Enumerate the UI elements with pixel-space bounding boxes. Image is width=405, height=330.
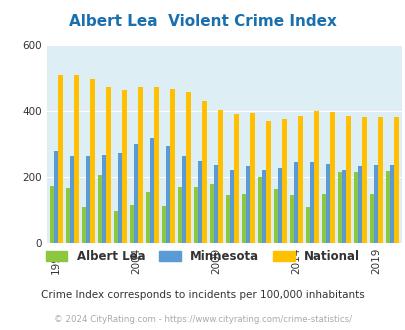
Bar	[225, 195, 230, 243]
Bar	[250, 113, 254, 243]
Bar	[90, 79, 94, 243]
Bar	[257, 177, 262, 243]
Bar	[273, 189, 277, 243]
Bar	[202, 101, 206, 243]
Bar	[341, 170, 345, 243]
Bar	[86, 156, 90, 243]
Bar	[305, 207, 309, 243]
Bar	[245, 166, 250, 243]
Text: © 2024 CityRating.com - https://www.cityrating.com/crime-statistics/: © 2024 CityRating.com - https://www.city…	[54, 315, 351, 324]
Bar	[241, 194, 245, 243]
Bar	[193, 187, 198, 243]
Bar	[230, 170, 234, 243]
Bar	[134, 144, 138, 243]
Bar	[353, 172, 357, 243]
Bar	[50, 186, 54, 243]
Bar	[314, 111, 318, 243]
Bar	[394, 117, 398, 243]
Bar	[177, 187, 182, 243]
Bar	[138, 87, 143, 243]
Bar	[309, 162, 314, 243]
Bar	[377, 117, 382, 243]
Bar	[282, 119, 286, 243]
Bar	[106, 87, 111, 243]
Bar	[118, 153, 122, 243]
Bar	[154, 87, 158, 243]
Bar	[209, 184, 213, 243]
Bar	[362, 117, 366, 243]
Bar	[213, 165, 218, 243]
Bar	[166, 146, 170, 243]
Bar	[369, 194, 373, 243]
Bar	[234, 114, 238, 243]
Bar	[162, 206, 166, 243]
Bar	[150, 138, 154, 243]
Bar	[298, 116, 302, 243]
Bar	[70, 156, 74, 243]
Bar	[262, 170, 266, 243]
Bar	[266, 121, 270, 243]
Bar	[389, 165, 394, 243]
Bar	[98, 175, 102, 243]
Bar	[357, 166, 362, 243]
Bar	[198, 161, 202, 243]
Bar	[330, 112, 334, 243]
Legend: Albert Lea, Minnesota, National: Albert Lea, Minnesota, National	[46, 250, 359, 263]
Bar	[294, 162, 298, 243]
Bar	[54, 151, 58, 243]
Bar	[130, 205, 134, 243]
Bar	[186, 92, 190, 243]
Bar	[182, 156, 186, 243]
Bar	[345, 116, 350, 243]
Bar	[82, 207, 86, 243]
Text: Albert Lea  Violent Crime Index: Albert Lea Violent Crime Index	[69, 14, 336, 29]
Bar	[325, 164, 330, 243]
Bar	[289, 195, 294, 243]
Bar	[122, 90, 126, 243]
Bar	[170, 89, 175, 243]
Bar	[74, 75, 79, 243]
Bar	[113, 211, 118, 243]
Bar	[102, 155, 106, 243]
Bar	[66, 188, 70, 243]
Bar	[58, 75, 63, 243]
Bar	[277, 168, 282, 243]
Bar	[145, 192, 150, 243]
Bar	[385, 171, 389, 243]
Bar	[218, 110, 222, 243]
Bar	[373, 165, 377, 243]
Bar	[321, 194, 325, 243]
Text: Crime Index corresponds to incidents per 100,000 inhabitants: Crime Index corresponds to incidents per…	[41, 290, 364, 300]
Bar	[337, 172, 341, 243]
